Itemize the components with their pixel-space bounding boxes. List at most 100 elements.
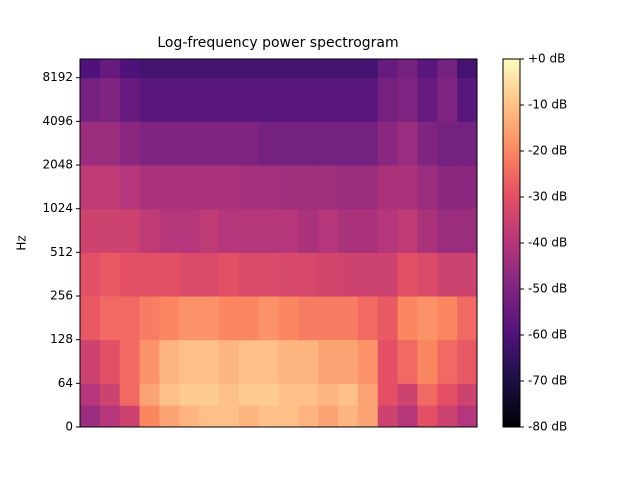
spectrogram-cell xyxy=(199,383,220,406)
spectrogram-cell xyxy=(377,208,399,253)
spectrogram-cell xyxy=(80,405,101,428)
spectrogram-cell xyxy=(199,59,220,79)
spectrogram-cell xyxy=(338,296,359,341)
spectrogram-cell xyxy=(139,296,160,341)
colorbar xyxy=(502,58,521,428)
spectrogram xyxy=(80,59,478,428)
spectrogram-cell xyxy=(457,208,478,253)
spectrogram-cell xyxy=(338,252,359,297)
spectrogram-cell xyxy=(318,77,339,122)
spectrogram-cell xyxy=(417,405,438,428)
spectrogram-cell xyxy=(139,165,160,210)
spectrogram-cell xyxy=(318,296,339,341)
spectrogram-cell xyxy=(179,208,200,253)
spectrogram-cell xyxy=(99,165,121,210)
colorbar-tick-label: -30 dB xyxy=(528,190,567,204)
spectrogram-cell xyxy=(417,208,438,253)
spectrogram-cell xyxy=(278,383,299,406)
spectrogram-cell xyxy=(437,77,458,122)
spectrogram-cell xyxy=(139,121,160,166)
spectrogram-cell xyxy=(397,121,418,166)
spectrogram-cell xyxy=(139,383,160,406)
spectrogram-cell xyxy=(80,59,101,79)
spectrogram-cell xyxy=(218,252,240,297)
spectrogram-cell xyxy=(318,165,339,210)
spectrogram-cell xyxy=(80,121,101,166)
spectrogram-cell xyxy=(139,252,160,297)
spectrogram-cell xyxy=(218,339,240,384)
spectrogram-cell xyxy=(139,59,160,79)
spectrogram-cell xyxy=(159,405,180,428)
spectrogram-cell xyxy=(199,339,220,384)
spectrogram-cell xyxy=(357,208,379,253)
spectrogram-cell xyxy=(338,339,359,384)
spectrogram-cell xyxy=(457,59,478,79)
spectrogram-cell xyxy=(238,121,260,166)
spectrogram-cell xyxy=(417,296,438,341)
spectrogram-cell xyxy=(298,165,319,210)
spectrogram-cell xyxy=(357,405,379,428)
y-tick-label: 1024 xyxy=(42,201,73,215)
spectrogram-cell xyxy=(159,252,180,297)
spectrogram-cell xyxy=(377,121,399,166)
spectrogram-cell xyxy=(99,59,121,79)
spectrogram-cell xyxy=(377,252,399,297)
spectrogram-cell xyxy=(318,339,339,384)
spectrogram-cell xyxy=(298,296,319,341)
spectrogram-cell xyxy=(437,208,458,253)
spectrogram-cell xyxy=(218,77,240,122)
spectrogram-cell xyxy=(318,405,339,428)
spectrogram-cell xyxy=(119,77,141,122)
colorbar-tick-label: -10 dB xyxy=(528,98,567,112)
spectrogram-cell xyxy=(119,252,141,297)
spectrogram-cell xyxy=(417,252,438,297)
spectrogram-cell xyxy=(377,296,399,341)
spectrogram-cell xyxy=(99,121,121,166)
spectrogram-cell xyxy=(278,59,299,79)
spectrogram-cell xyxy=(99,252,121,297)
spectrogram-cell xyxy=(99,405,121,428)
spectrogram-cell xyxy=(377,405,399,428)
spectrogram-cell xyxy=(218,208,240,253)
spectrogram-cell xyxy=(338,383,359,406)
spectrogram-cell xyxy=(218,296,240,341)
spectrogram-cell xyxy=(218,165,240,210)
spectrogram-cell xyxy=(397,339,418,384)
spectrogram-cell xyxy=(179,77,200,122)
spectrogram-cell xyxy=(218,383,240,406)
spectrogram-cell xyxy=(437,59,458,79)
spectrogram-cell xyxy=(119,59,141,79)
spectrogram-cell xyxy=(437,165,458,210)
spectrogram-cell xyxy=(99,296,121,341)
spectrogram-cell xyxy=(357,339,379,384)
colorbar-tick-label: -60 dB xyxy=(528,328,567,342)
spectrogram-cell xyxy=(179,121,200,166)
spectrogram-cell xyxy=(357,59,379,79)
spectrogram-cell xyxy=(318,252,339,297)
spectrogram-cell xyxy=(338,405,359,428)
spectrogram-cell xyxy=(159,165,180,210)
spectrogram-cell xyxy=(457,405,478,428)
spectrogram-cell xyxy=(397,77,418,122)
spectrogram-cell xyxy=(397,252,418,297)
spectrogram-cell xyxy=(258,208,279,253)
y-axis-label: Hz xyxy=(15,235,29,250)
y-tick-label: 4096 xyxy=(42,114,73,128)
spectrogram-cell xyxy=(298,339,319,384)
spectrogram-cell xyxy=(119,121,141,166)
spectrogram-cell xyxy=(437,405,458,428)
spectrogram-cell xyxy=(457,121,478,166)
colorbar-tick-label: +0 dB xyxy=(528,52,565,66)
spectrogram-cell xyxy=(457,165,478,210)
spectrogram-cell xyxy=(199,165,220,210)
spectrogram-cell xyxy=(139,405,160,428)
spectrogram-cell xyxy=(119,165,141,210)
spectrogram-cell xyxy=(298,77,319,122)
spectrogram-cell xyxy=(80,208,101,253)
spectrogram-cell xyxy=(417,383,438,406)
spectrogram-cell xyxy=(397,165,418,210)
spectrogram-cell xyxy=(338,59,359,79)
spectrogram-cell xyxy=(238,339,260,384)
spectrogram-cell xyxy=(457,252,478,297)
